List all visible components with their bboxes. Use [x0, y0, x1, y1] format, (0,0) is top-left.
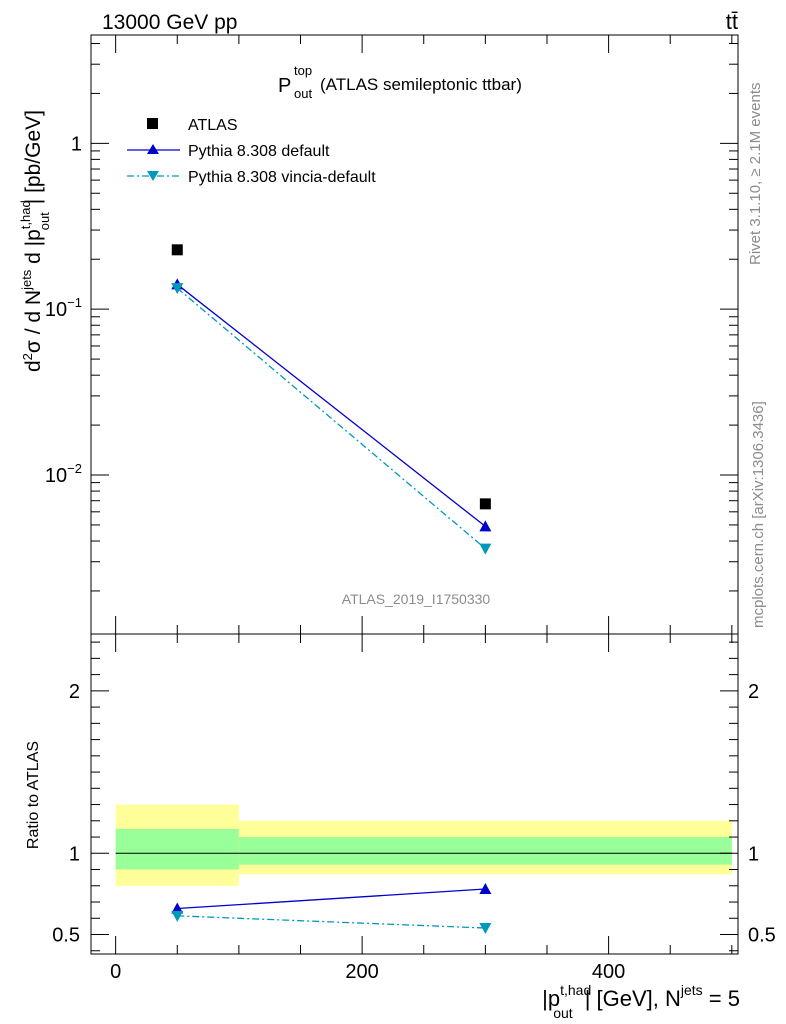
data-point-atlas [479, 498, 491, 510]
ratio-point-pythia-8-308-vincia-default [171, 910, 184, 922]
legend-triangle-down-marker [147, 171, 159, 181]
x-tick-label: 200 [345, 961, 378, 983]
legend-triangle-up-marker [147, 144, 159, 154]
ratio-uncertainty-bands [115, 804, 732, 886]
ratio-y-tick-label-right: 0.5 [748, 925, 776, 947]
title-sup: top [294, 63, 312, 78]
legend-item-pythia-vincia: Pythia 8.308 vincia-default [127, 169, 376, 186]
title-rest: (ATLAS semileptonic ttbar) [320, 75, 522, 94]
ratio-inner-band [115, 828, 239, 870]
main-plot: 10−2 10−1 1 P top out (ATLAS semileptonic … [45, 34, 739, 635]
main-y-ticks: 10−2 10−1 1 [45, 42, 738, 592]
ratio-point-pythia-8-308-vincia-default [479, 923, 492, 935]
main-x-ticks [115, 35, 733, 634]
title-sub: out [294, 86, 312, 101]
x-tick-label: 400 [592, 961, 625, 983]
legend-item-atlas: ATLAS [147, 117, 238, 134]
y-tick-label: 10−1 [45, 295, 82, 321]
process-label: tt̄ [726, 9, 738, 34]
ratio-y-axis-label: Ratio to ATLAS [25, 741, 42, 849]
y-tick-label: 10−2 [45, 461, 82, 487]
series-line-pythia-8-308-default [176, 283, 486, 527]
title-symbol: P [278, 75, 291, 97]
ratio-y-tick-label-left: 0.5 [52, 925, 80, 947]
legend-label-vincia: Pythia 8.308 vincia-default [188, 169, 376, 186]
ratio-y-tick-label-right: 1 [748, 843, 759, 865]
energy-label: 13000 GeV pp [102, 11, 237, 34]
analysis-label: ATLAS_2019_I1750330 [342, 591, 491, 607]
mcplots-label: mcplots.cern.ch [arXiv:1306.3436] [750, 401, 767, 628]
ratio-y-tick-label-right: 2 [748, 681, 759, 703]
ratio-line-pythia-8-308-vincia-default [177, 915, 486, 929]
legend-item-pythia-default: Pythia 8.308 default [127, 143, 330, 160]
ratio-x-ticks: 0 200 400 [110, 634, 733, 983]
legend-square-marker [147, 118, 158, 129]
legend-label-default: Pythia 8.308 default [188, 143, 330, 160]
data-point-pythia-8-308-vincia-default [479, 543, 492, 555]
ratio-point-pythia-8-308-default [171, 902, 184, 914]
plot-title: P top out (ATLAS semileptonic ttbar) [278, 63, 522, 101]
rivet-label: Rivet 3.1.10, ≥ 2.1M events [747, 83, 764, 266]
ratio-inner-band [238, 837, 732, 865]
data-point-atlas [171, 244, 183, 256]
ratio-line-pythia-8-308-default [177, 888, 486, 910]
data-point-pythia-8-308-vincia-default [171, 283, 184, 295]
ratio-plot: 0.5 0.5 1 1 2 2 0 200 400 [52, 633, 776, 983]
data-point-pythia-8-308-default [479, 520, 492, 532]
ratio-point-pythia-8-308-default [479, 883, 492, 895]
ratio-y-tick-label-left: 1 [69, 843, 80, 865]
main-data-points [171, 244, 492, 555]
series-line-pythia-8-308-vincia-default [176, 287, 486, 550]
main-y-axis-label-text: d2σ / d Njets d |pt,had out| [pb/GeV] [18, 110, 52, 372]
ratio-data-points [171, 883, 492, 935]
main-y-axis-label: d2σ / d Njets d |pt,had out| [pb/GeV] [18, 110, 52, 372]
ratio-y-tick-label-left: 2 [69, 681, 80, 703]
ratio-plot-frame [90, 633, 739, 955]
ratio-y-ticks: 0.5 0.5 1 1 2 2 [52, 641, 776, 952]
x-axis-label: |pt,had out| [GeV], Njets = 5 [542, 982, 740, 1021]
legend-label-atlas: ATLAS [188, 117, 238, 134]
x-axis-label-text: |pt,had out| [GeV], Njets = 5 [542, 982, 740, 1021]
x-tick-label: 0 [110, 961, 121, 983]
y-tick-label: 1 [71, 133, 82, 155]
legend: ATLAS Pythia 8.308 default Pythia 8.308 … [127, 117, 376, 186]
